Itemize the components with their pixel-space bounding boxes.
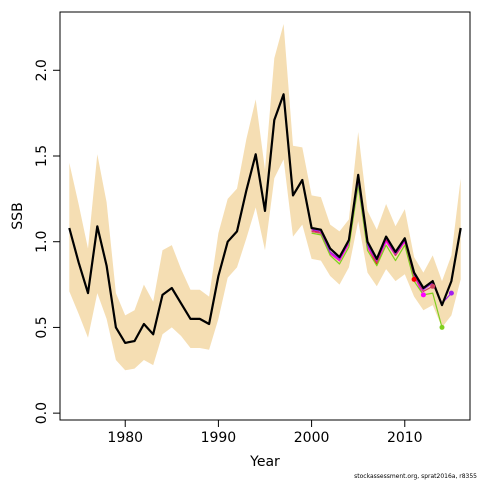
confidence-band-area — [69, 24, 461, 371]
x-tick-label: 2010 — [387, 430, 423, 446]
x-axis-title: Year — [249, 454, 280, 470]
retro-line-4 — [311, 184, 443, 328]
y-tick-label: 0.0 — [34, 402, 50, 424]
retro-endpoint-3 — [430, 283, 436, 289]
confidence-band — [69, 24, 461, 371]
retro-endpoint-2 — [420, 292, 426, 298]
retro-endpoint-4 — [439, 324, 445, 330]
plot-frame — [59, 11, 471, 421]
y-axis-title: SSB — [10, 202, 26, 229]
x-axis: 1980 1990 2000 2010 — [107, 420, 423, 446]
x-tick-label: 2000 — [294, 430, 330, 446]
y-axis: 0.0 0.5 1.0 1.5 2.0 — [34, 59, 60, 424]
y-tick-label: 0.5 — [34, 316, 50, 338]
retro-endpoint-1 — [411, 276, 417, 282]
footnote: stockassessment.org, sprat2016a, r8355 — [354, 473, 477, 480]
y-tick-label: 2.0 — [34, 59, 50, 81]
ssb-main-line — [68, 93, 462, 344]
series-lines — [68, 93, 462, 344]
y-tick-label: 1.5 — [34, 145, 50, 167]
x-tick-label: 1980 — [107, 430, 143, 446]
retro-endpoint-5 — [448, 290, 454, 296]
retro-endpoints — [411, 276, 454, 330]
y-tick-label: 1.0 — [34, 231, 50, 253]
x-tick-label: 1990 — [201, 430, 237, 446]
